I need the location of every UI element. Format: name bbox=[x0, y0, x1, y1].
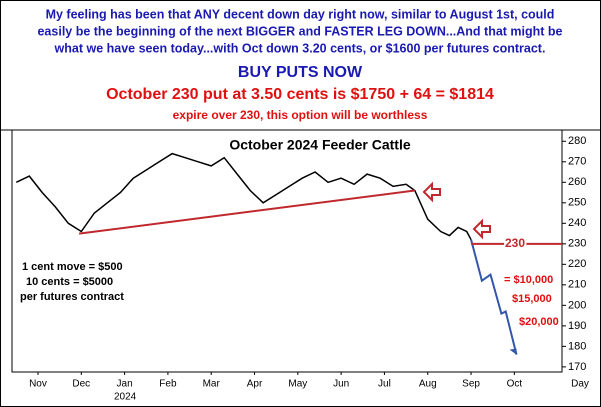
x-unit-label: Day bbox=[571, 379, 589, 390]
projection-head bbox=[509, 341, 517, 355]
y-tick-label: 200 bbox=[568, 299, 586, 311]
y-tick-label: 170 bbox=[568, 361, 586, 373]
loss-label: $15,000 bbox=[512, 293, 552, 305]
x-tick-label: Nov bbox=[29, 379, 47, 390]
y-tick-label: 190 bbox=[568, 320, 586, 332]
year-label: 2024 bbox=[114, 392, 137, 403]
loss-label: $20,000 bbox=[519, 316, 559, 328]
y-tick-label: 260 bbox=[568, 176, 586, 188]
loss-label: = $10,000 bbox=[504, 274, 553, 286]
y-tick-label: 220 bbox=[568, 258, 586, 270]
x-tick-label: Dec bbox=[72, 379, 90, 390]
header-line: what we have seen today...with Oct down … bbox=[54, 41, 546, 55]
header-line: easily be the beginning of the next BIGG… bbox=[37, 24, 562, 38]
projection-line bbox=[470, 239, 518, 355]
y-tick-label: 250 bbox=[568, 197, 586, 209]
price-line bbox=[15, 152, 472, 241]
contract-note: 10 cents = $5000 bbox=[26, 276, 113, 288]
strike-label: 230 bbox=[505, 236, 525, 250]
x-tick-label: Aug bbox=[419, 379, 437, 390]
header-line: My feeling has been that ANY decent down… bbox=[46, 7, 555, 21]
contract-note: 1 cent move = $500 bbox=[22, 261, 123, 273]
trend-line bbox=[78, 189, 415, 235]
y-tick-label: 230 bbox=[568, 238, 586, 250]
headline: BUY PUTS NOW bbox=[238, 64, 363, 81]
plot-frame bbox=[11, 129, 563, 373]
x-tick-label: Oct bbox=[507, 379, 523, 390]
x-tick-label: Feb bbox=[159, 379, 177, 390]
x-tick-label: May bbox=[288, 379, 307, 390]
offer: October 230 put at 3.50 cents is $1750 +… bbox=[106, 86, 494, 103]
y-tick-label: 210 bbox=[568, 279, 586, 291]
chart-title: October 2024 Feeder Cattle bbox=[229, 137, 411, 153]
y-tick-label: 240 bbox=[568, 217, 586, 229]
y-tick-label: 280 bbox=[568, 135, 586, 147]
contract-note: per futures contract bbox=[20, 291, 124, 303]
x-tick-label: Jun bbox=[333, 379, 349, 390]
x-tick-label: Jan bbox=[117, 379, 133, 390]
y-tick-label: 180 bbox=[568, 340, 586, 352]
y-tick-label: 270 bbox=[568, 156, 586, 168]
x-tick-label: Sep bbox=[462, 379, 480, 390]
arrow bbox=[422, 181, 441, 203]
strike-label-bg bbox=[504, 235, 527, 250]
arrow bbox=[472, 218, 491, 240]
x-tick-label: Jul bbox=[378, 379, 391, 390]
note: expire over 230, this option will be wor… bbox=[173, 108, 428, 122]
x-tick-label: Mar bbox=[203, 379, 221, 390]
x-tick-label: Apr bbox=[247, 379, 263, 390]
